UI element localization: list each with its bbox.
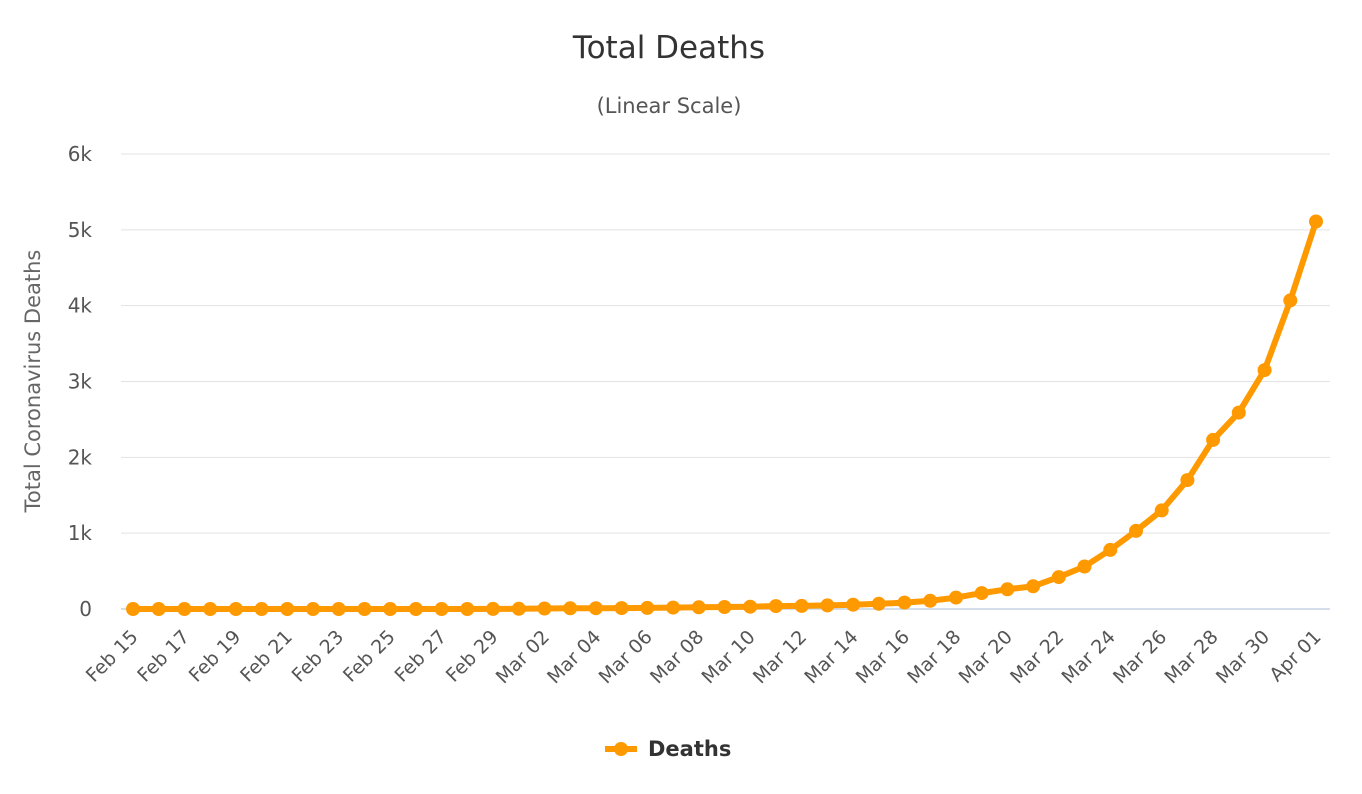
data-point[interactable]: Mar 10: 30	[743, 599, 758, 614]
data-point[interactable]: Feb 17: 0	[177, 602, 192, 616]
data-point[interactable]: Mar 16: 85	[897, 595, 912, 610]
data-point[interactable]: Feb 21: 0	[280, 602, 295, 616]
data-point[interactable]: Mar 23: 560	[1077, 559, 1092, 574]
data-point[interactable]: Mar 13: 48	[820, 598, 835, 613]
x-tick-label: Mar 20	[955, 626, 1017, 688]
data-point[interactable]: Mar 25: 1030	[1129, 523, 1143, 538]
x-tick-label: Mar 28	[1160, 626, 1222, 688]
data-point[interactable]: Feb 19: 0	[228, 602, 243, 616]
x-tick-label: Mar 16	[852, 626, 914, 688]
data-point[interactable]: Mar 01: 2	[511, 601, 526, 616]
chart-subtitle: (Linear Scale)	[597, 94, 742, 118]
data-point[interactable]: Feb 25: 0	[383, 602, 398, 616]
data-point[interactable]: Feb 27: 0	[434, 602, 449, 616]
y-tick-label: 6k	[68, 142, 93, 166]
y-tick-label: 1k	[68, 521, 93, 545]
data-point[interactable]: Mar 07: 19	[666, 600, 681, 615]
x-tick-label: Mar 26	[1109, 626, 1171, 688]
x-tick-label: Mar 24	[1058, 626, 1120, 688]
y-tick-label: 3k	[68, 370, 93, 394]
data-point[interactable]: Mar 31: 4070	[1283, 293, 1298, 308]
gridlines	[121, 153, 1330, 610]
data-point[interactable]: Mar 20: 260	[1000, 582, 1015, 597]
x-tick-label: Feb 27	[390, 626, 451, 687]
data-point[interactable]: Mar 12: 41	[794, 598, 809, 613]
x-tick-label: Feb 21	[236, 626, 297, 687]
chart-title: Total Deaths	[572, 30, 765, 66]
legend[interactable]: Deaths	[605, 737, 731, 761]
x-tick-label: Mar 04	[543, 626, 605, 688]
data-point[interactable]: Feb 22: 0	[306, 602, 320, 616]
y-axis-ticks: 0 1k 2k 3k 4k 5k 6k	[68, 142, 93, 621]
data-point[interactable]: Mar 17: 108	[923, 593, 938, 608]
data-point[interactable]: Mar 14: 57	[846, 597, 861, 612]
x-tick-label: Mar 14	[800, 626, 862, 688]
legend-label-deaths: Deaths	[648, 737, 731, 761]
data-point[interactable]: Mar 02: 6	[537, 601, 552, 616]
data-point[interactable]: Apr 01: 5110	[1309, 214, 1323, 229]
x-tick-label: Mar 22	[1006, 626, 1068, 688]
series-deaths[interactable]: Feb 15: 0 Feb 16: 0 Feb 17: 0 Feb 18: 0 Feb …	[126, 214, 1323, 617]
data-point[interactable]: Mar 11: 38	[768, 599, 783, 614]
data-point[interactable]: Feb 26: 0	[408, 602, 423, 616]
x-tick-label: Mar 12	[749, 626, 811, 688]
data-point[interactable]: Mar 05: 12	[614, 601, 629, 616]
data-point[interactable]: Feb 28: 0	[460, 602, 475, 616]
data-point[interactable]: Mar 21: 300	[1026, 579, 1041, 594]
x-tick-label: Mar 06	[595, 626, 657, 688]
data-point[interactable]: Feb 29: 1	[486, 601, 500, 616]
data-point[interactable]: Mar 19: 210	[974, 586, 989, 601]
data-point[interactable]: Feb 24: 0	[357, 602, 372, 616]
data-point[interactable]: Mar 24: 780	[1103, 542, 1118, 557]
data-point[interactable]: Mar 15: 68	[871, 596, 886, 611]
x-tick-label: Mar 18	[903, 626, 965, 688]
x-tick-label: Apr 01	[1265, 626, 1325, 686]
legend-marker	[614, 742, 628, 756]
data-point[interactable]: Mar 04: 11	[588, 601, 603, 616]
data-point[interactable]: Mar 28: 2230	[1206, 432, 1221, 447]
x-tick-label: Mar 02	[492, 626, 554, 688]
x-tick-label: Feb 19	[185, 626, 246, 687]
data-point[interactable]: Mar 30: 3150	[1257, 363, 1272, 378]
y-axis-label: Total Coronavirus Deaths	[21, 250, 45, 514]
data-point[interactable]: Feb 23: 0	[331, 602, 346, 616]
y-tick-label: 0	[79, 597, 92, 621]
y-tick-label: 2k	[68, 445, 93, 469]
data-point[interactable]: Feb 20: 0	[254, 602, 269, 616]
data-point[interactable]: Mar 18: 150	[949, 590, 963, 605]
y-tick-label: 4k	[68, 294, 93, 318]
data-point[interactable]: Mar 06: 15	[640, 600, 655, 615]
x-tick-label: Feb 25	[339, 626, 400, 687]
x-tick-label: Feb 29	[442, 626, 503, 687]
data-point[interactable]: Mar 27: 1700	[1180, 473, 1195, 488]
data-point[interactable]: Mar 09: 26	[717, 600, 732, 614]
x-tick-label: Feb 15	[82, 626, 143, 687]
data-point[interactable]: Feb 15: 0	[126, 602, 140, 616]
data-point[interactable]: Feb 16: 0	[151, 602, 166, 616]
data-point[interactable]: Mar 08: 22	[691, 600, 706, 615]
x-tick-label: Mar 30	[1212, 626, 1274, 688]
y-tick-label: 5k	[68, 218, 93, 242]
x-tick-label: Feb 23	[288, 626, 349, 687]
x-tick-label: Mar 08	[646, 626, 708, 688]
data-point[interactable]: Feb 18: 0	[203, 602, 218, 616]
x-tick-label: Mar 10	[697, 626, 759, 688]
x-tick-label: Feb 17	[133, 626, 194, 687]
data-point[interactable]: Mar 26: 1300	[1154, 503, 1169, 518]
data-point[interactable]: Mar 03: 9	[563, 601, 578, 616]
series-line-deaths[interactable]	[130, 218, 1319, 612]
data-point[interactable]: Mar 22: 420	[1051, 570, 1066, 585]
data-point[interactable]: Mar 29: 2590	[1231, 405, 1246, 420]
